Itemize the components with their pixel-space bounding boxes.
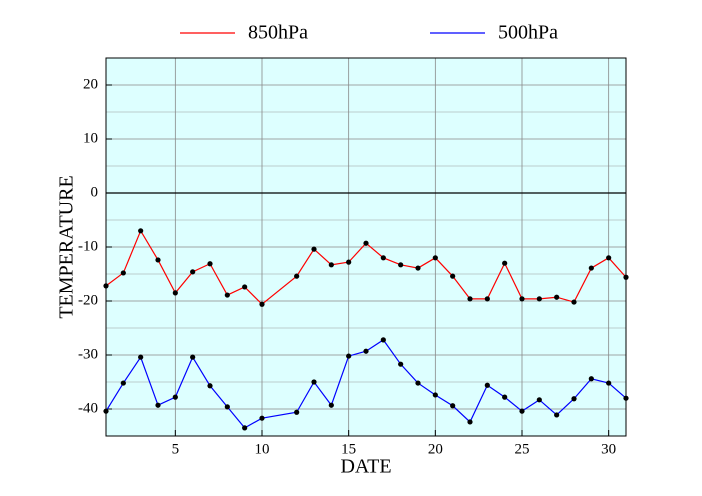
y-tick-label: -10 [78, 238, 98, 254]
point [623, 395, 629, 401]
x-tick-label: 5 [172, 441, 180, 457]
point [190, 269, 196, 275]
point [450, 273, 456, 279]
legend-label: 850hPa [248, 22, 308, 44]
point [415, 265, 421, 271]
point [346, 353, 352, 359]
x-tick-label: 20 [428, 441, 443, 457]
point [588, 376, 594, 382]
y-tick-label: 10 [83, 130, 98, 146]
point [224, 292, 230, 298]
point [259, 301, 265, 307]
point [571, 299, 577, 305]
point [138, 228, 144, 234]
point [432, 392, 438, 398]
point [155, 257, 161, 263]
point [502, 260, 508, 266]
point [120, 380, 126, 386]
point [554, 294, 560, 300]
point [242, 284, 248, 290]
point [623, 274, 629, 280]
point [138, 354, 144, 360]
point [190, 354, 196, 360]
point [432, 255, 438, 261]
point [398, 361, 404, 367]
point [536, 296, 542, 302]
point [467, 419, 473, 425]
point [606, 255, 612, 261]
y-tick-label: -40 [78, 400, 98, 416]
point [103, 408, 109, 414]
point [311, 379, 317, 385]
point [259, 415, 265, 421]
point [450, 403, 456, 409]
point [155, 402, 161, 408]
point [311, 246, 317, 252]
point [363, 240, 369, 246]
point [415, 380, 421, 386]
series-line [105, 229, 627, 306]
y-tick-label: 0 [91, 184, 99, 200]
plot-frame [105, 57, 627, 437]
y-axis-label: TEMPERATURE [56, 175, 78, 318]
point [242, 425, 248, 431]
point [484, 296, 490, 302]
x-tick-label: 15 [341, 441, 356, 457]
point [519, 296, 525, 302]
point [328, 402, 334, 408]
y-tick-label: -30 [78, 346, 98, 362]
point [363, 348, 369, 354]
point [172, 290, 178, 296]
point [554, 412, 560, 418]
point [519, 408, 525, 414]
point [571, 396, 577, 402]
point [103, 283, 109, 289]
point [606, 380, 612, 386]
point [536, 397, 542, 403]
point [380, 337, 386, 343]
point [502, 394, 508, 400]
series-line [105, 339, 627, 429]
point [588, 265, 594, 271]
point [467, 296, 473, 302]
y-tick-label: -20 [78, 292, 98, 308]
point [172, 394, 178, 400]
x-axis-label: DATE [340, 456, 391, 478]
point [207, 383, 213, 389]
legend-label: 500hPa [498, 22, 558, 44]
y-tick-label: 20 [83, 76, 98, 92]
x-tick-label: 25 [515, 441, 530, 457]
point [224, 404, 230, 410]
point [398, 262, 404, 268]
point [207, 261, 213, 267]
point [346, 259, 352, 265]
point [294, 273, 300, 279]
point [294, 409, 300, 415]
x-tick-label: 30 [601, 441, 616, 457]
point [380, 255, 386, 261]
point [484, 382, 490, 388]
point [328, 262, 334, 268]
point [120, 270, 126, 276]
x-tick-label: 10 [255, 441, 270, 457]
